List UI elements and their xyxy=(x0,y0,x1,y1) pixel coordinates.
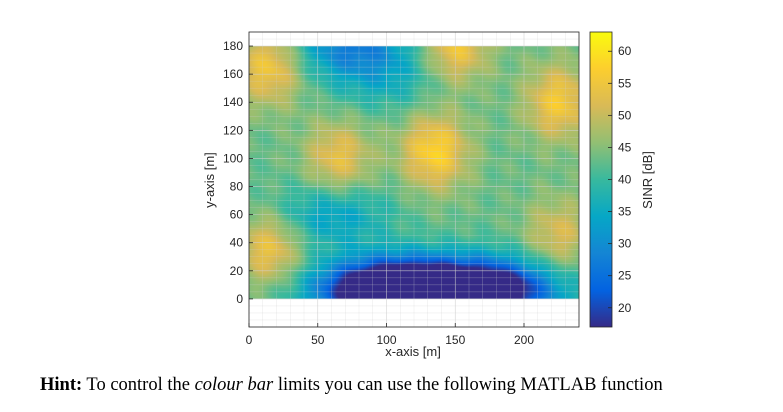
hint-label: Hint: xyxy=(40,375,83,395)
y-tick-label: 140 xyxy=(223,95,243,109)
x-axis-label: x-axis [m] xyxy=(385,344,441,359)
colorbar-tick-label: 25 xyxy=(618,269,632,283)
colorbar-tick-label: 30 xyxy=(618,237,632,251)
colorbar-tick-label: 55 xyxy=(618,76,632,90)
colorbar-tick-label: 35 xyxy=(618,205,632,219)
caption-emphasis: colour bar xyxy=(194,375,274,395)
y-tick-label: 80 xyxy=(230,180,244,194)
sinr-heatmap-figure: 0 50 100 150 200 0 20 40 60 80 100 120 140 160 180 x-… xyxy=(202,31,655,359)
y-tick-label: 20 xyxy=(230,264,244,278)
x-tick-label: 150 xyxy=(445,333,465,347)
hint-caption: Hint: To control the colour bar limits y… xyxy=(40,375,663,396)
colorbar-tick-label: 45 xyxy=(618,140,632,154)
x-tick-label: 100 xyxy=(376,333,396,347)
y-tick-label: 60 xyxy=(230,208,244,222)
colorbar: 20 25 30 35 40 45 50 55 60 SINR [dB] xyxy=(589,31,655,328)
colorbar-tick-label: 40 xyxy=(618,173,632,187)
y-tick-label: 0 xyxy=(236,292,243,306)
colorbar-ticks: 20 25 30 35 40 45 50 55 60 xyxy=(608,44,632,315)
x-tick-label: 200 xyxy=(514,333,534,347)
y-tick-label: 160 xyxy=(223,67,243,81)
x-tick-label: 0 xyxy=(246,333,253,347)
colorbar-tick-label: 20 xyxy=(618,301,632,315)
colorbar-label: SINR [dB] xyxy=(640,151,655,209)
y-axis-ticks: 0 20 40 60 80 100 120 140 160 180 xyxy=(223,39,253,306)
caption-text-before: To control the xyxy=(82,375,195,395)
y-tick-label: 40 xyxy=(230,236,244,250)
caption-text-after: limits you can use the following MATLAB … xyxy=(273,375,663,395)
plot-area: 0 50 100 150 200 0 20 40 60 80 100 120 140 160 180 xyxy=(223,31,580,347)
y-tick-label: 180 xyxy=(223,39,243,53)
y-axis-label: y-axis [m] xyxy=(202,152,217,208)
x-axis-ticks: 0 50 100 150 200 xyxy=(246,323,534,347)
x-tick-label: 50 xyxy=(311,333,325,347)
grid-lines xyxy=(248,31,580,328)
y-tick-label: 100 xyxy=(223,151,243,165)
axes-box xyxy=(248,31,580,328)
colorbar-tick-label: 60 xyxy=(618,44,632,58)
colorbar-tick-label: 50 xyxy=(618,108,632,122)
y-tick-label: 120 xyxy=(223,123,243,137)
